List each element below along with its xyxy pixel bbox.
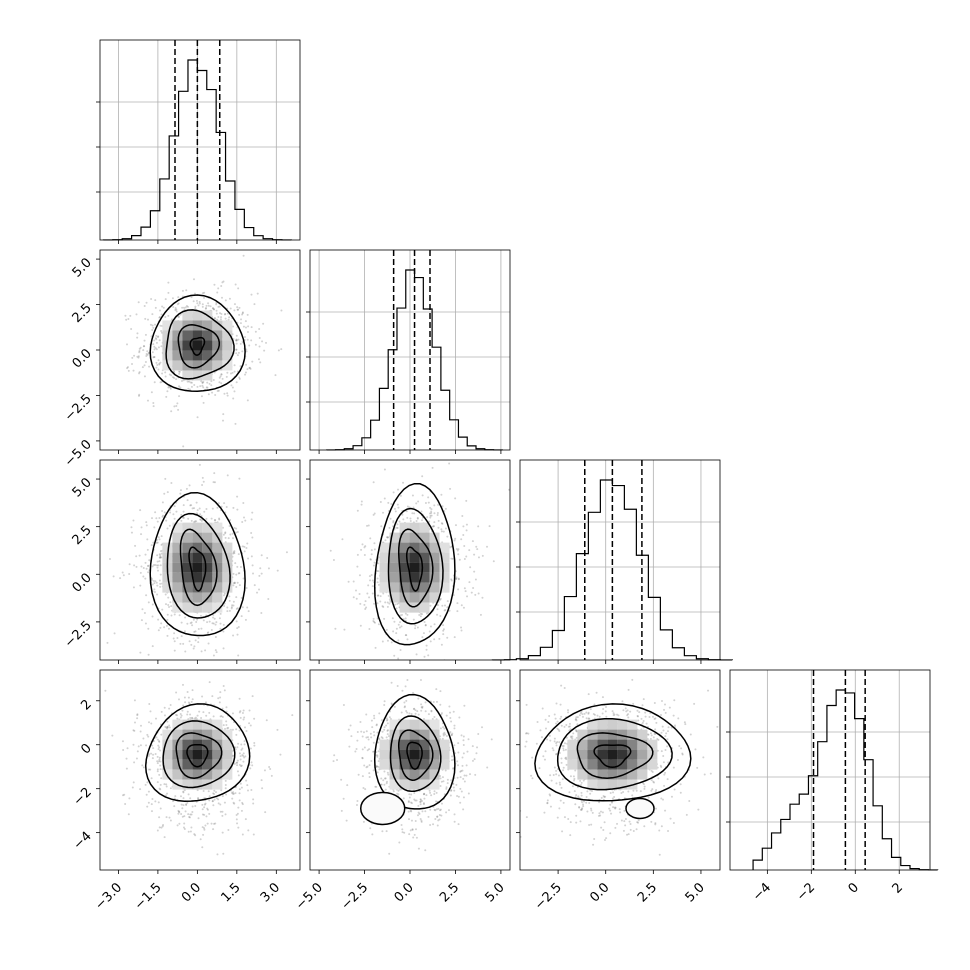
histogram-step xyxy=(102,59,292,241)
y-tick-label: 0 xyxy=(78,741,94,757)
x-tick-label: −3.0 xyxy=(92,880,125,913)
contour-line xyxy=(186,743,209,768)
scatter-panel-2-1 xyxy=(306,459,511,664)
x-tick-label: 0.0 xyxy=(392,880,417,905)
y-tick-label: −2.5 xyxy=(62,392,95,425)
x-tick-label: 2.5 xyxy=(437,880,462,905)
y-tick-label: 2 xyxy=(78,697,94,713)
contour-line xyxy=(177,324,221,369)
scatter-panel-2-0: −2.5 0.0 2.5 5.0 xyxy=(62,459,301,664)
contour-line xyxy=(389,715,442,793)
contour-line xyxy=(373,693,456,810)
x-tick-label: 2 xyxy=(890,880,906,896)
histogram-panel-3: −4 −2 0 2 xyxy=(726,669,939,904)
x-tick-label: −2.5 xyxy=(532,880,565,913)
contour-line xyxy=(175,732,223,779)
x-tick-label: 1.5 xyxy=(218,880,243,905)
x-tick-label: −5.0 xyxy=(293,880,326,913)
y-tick-label: −4 xyxy=(71,829,95,853)
contour-line xyxy=(593,744,632,769)
x-tick-label: −4 xyxy=(750,880,774,904)
contour-line xyxy=(149,294,246,392)
contour-line xyxy=(556,717,673,791)
contour-line xyxy=(373,482,456,646)
contour-line xyxy=(625,797,655,820)
contour-line xyxy=(576,732,654,779)
contour-line xyxy=(397,528,434,608)
scatter-panel-1-0: −5.0 −2.5 0.0 2.5 5.0 xyxy=(62,249,301,470)
y-tick-label: 0.0 xyxy=(70,346,95,371)
y-tick-label: −2.5 xyxy=(62,618,95,651)
y-tick-label: 2.5 xyxy=(70,301,95,326)
x-tick-label: −1.5 xyxy=(132,880,165,913)
contour-line xyxy=(359,791,406,826)
contour-line xyxy=(397,729,434,781)
contour-line xyxy=(165,309,235,380)
contour-line xyxy=(387,507,444,625)
x-tick-label: −2 xyxy=(794,880,818,904)
histogram-panel-2 xyxy=(491,459,733,664)
contour-line xyxy=(405,546,424,592)
histogram-panel-1 xyxy=(306,249,511,454)
contour-line xyxy=(189,336,206,356)
x-tick-label: 0.0 xyxy=(179,880,204,905)
y-tick-label: 2.5 xyxy=(70,523,95,548)
scatter-panel-3-1: −5.0 −2.5 0.0 2.5 5.0 xyxy=(293,669,511,913)
x-tick-label: 0.0 xyxy=(587,880,612,905)
contour-line xyxy=(166,512,231,619)
contour-line xyxy=(149,491,246,637)
x-tick-label: −2.5 xyxy=(338,880,371,913)
contour-line xyxy=(162,720,236,789)
y-tick-label: 5.0 xyxy=(70,475,95,500)
x-tick-label: 5.0 xyxy=(683,880,708,905)
x-tick-label: 2.5 xyxy=(635,880,660,905)
contour-line xyxy=(406,741,423,770)
contour-line xyxy=(534,703,692,802)
x-tick-label: 3.0 xyxy=(258,880,283,905)
contour-line xyxy=(179,528,218,607)
y-tick-label: 0.0 xyxy=(70,571,95,596)
x-tick-label: 5.0 xyxy=(483,880,508,905)
scatter-panel-3-2: −2.5 0.0 2.5 5.0 xyxy=(516,669,721,913)
y-tick-label: 5.0 xyxy=(70,255,95,280)
histogram-panel-0 xyxy=(96,39,301,244)
contour-line xyxy=(188,546,207,592)
y-tick-label: −2 xyxy=(71,785,95,809)
scatter-panel-3-0: −3.0 −1.5 0.0 1.5 3.0 −4 −2 0 2 xyxy=(71,669,301,913)
contour-line xyxy=(144,703,251,802)
y-tick-label: −5.0 xyxy=(62,437,95,470)
x-tick-label: 0 xyxy=(846,880,862,896)
